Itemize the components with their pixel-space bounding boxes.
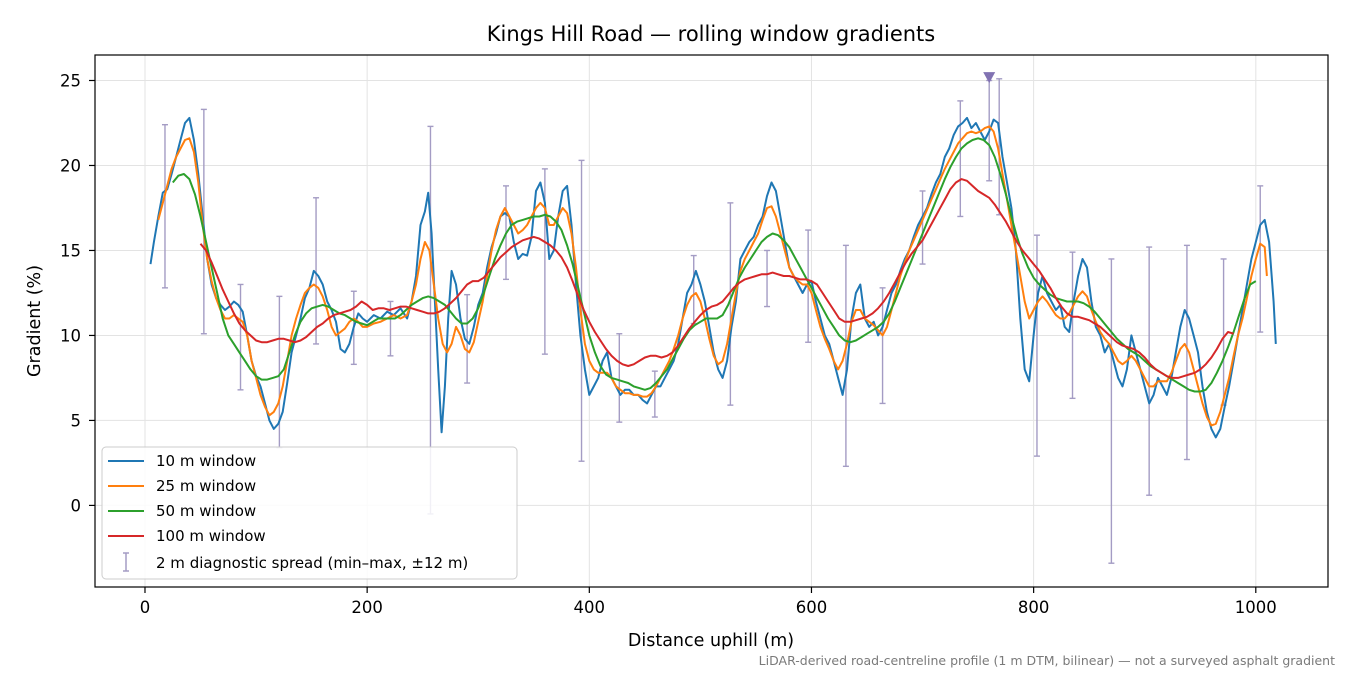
peak-marker-layer [983,72,996,84]
errorbar [727,202,734,406]
errorbar [1183,244,1190,461]
legend-label-100m: 100 m window [156,527,266,545]
y-tick-label: 20 [60,156,81,175]
errorbar [1108,258,1115,564]
x-tick-label: 200 [351,598,383,617]
legend-swatch-errorbar [123,552,129,572]
axis-ticks: 0 200 400 600 800 1000 0 5 10 15 20 25 [60,71,1277,617]
legend-label-errorbar: 2 m diagnostic spread (min–max, ±12 m) [156,554,468,572]
footnote: LiDAR-derived road-centreline profile (1… [759,653,1335,668]
errorbar [1033,234,1040,457]
x-tick-label: 800 [1018,598,1050,617]
series-line-50m [172,137,1257,393]
peak-marker [983,72,996,84]
errorbar [1146,246,1153,496]
errorbar [651,370,658,418]
y-tick-label: 0 [71,496,82,515]
series-line-100m [199,178,1234,379]
x-tick-label: 400 [574,598,606,617]
legend-label-10m: 10 m window [156,452,256,470]
y-tick-label: 5 [71,411,82,430]
errorbar [764,249,771,308]
plot-frame [94,54,1329,588]
legend: 10 m window 25 m window 50 m window 100 … [101,446,518,580]
errorbar [919,190,926,265]
errorbar [464,293,471,384]
series-lines [149,116,1277,439]
y-tick-label: 15 [60,241,81,260]
errorbar [578,159,585,462]
y-tick-label: 10 [60,326,81,345]
x-tick-label: 600 [796,598,828,617]
x-tick-label: 0 [140,598,151,617]
diagnostic-errorbars [161,78,1264,564]
errorbar [313,197,320,345]
errorbar [237,283,244,391]
errorbar [842,244,849,468]
errorbar [616,333,623,423]
x-axis-label: Distance uphill (m) [628,631,794,651]
errorbar [879,287,886,405]
legend-label-25m: 25 m window [156,477,256,495]
y-axis-label: Gradient (%) [25,265,45,377]
chart-title: Kings Hill Road — rolling window gradien… [487,22,935,46]
x-tick-label: 1000 [1235,598,1277,617]
errorbar [957,100,964,218]
legend-box [101,446,518,580]
errorbar [161,123,168,289]
legend-label-50m: 50 m window [156,502,256,520]
series-line-25m [157,125,1268,427]
errorbar [1257,185,1264,333]
errorbar [1069,251,1076,400]
y-tick-label: 25 [60,71,81,90]
grid-lines [95,55,1328,587]
